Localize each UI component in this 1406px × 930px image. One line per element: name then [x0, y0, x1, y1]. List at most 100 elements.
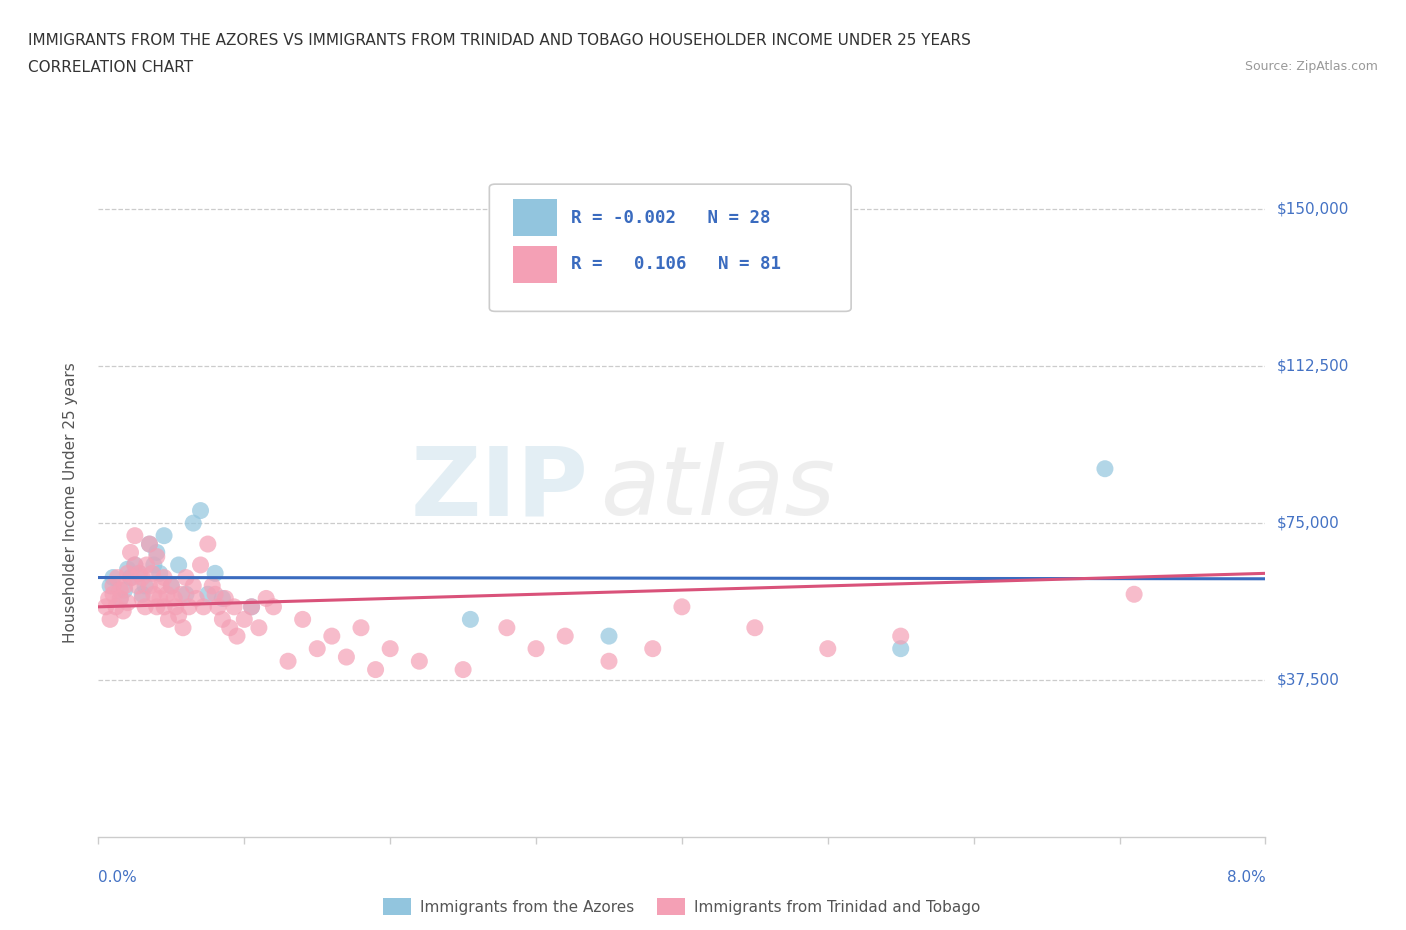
Point	[890, 629, 912, 644]
Point	[110, 582, 132, 598]
Point	[134, 578, 156, 593]
Point	[160, 578, 183, 593]
Point	[153, 600, 176, 615]
Text: $112,500: $112,500	[1277, 359, 1350, 374]
Point	[598, 629, 620, 644]
Point	[214, 591, 236, 606]
Point	[105, 570, 128, 585]
Text: R = -0.002   N = 28: R = -0.002 N = 28	[571, 208, 770, 227]
Point	[167, 608, 190, 623]
Point	[408, 654, 430, 669]
Point	[127, 578, 149, 593]
Point	[262, 600, 284, 615]
Point	[117, 565, 139, 580]
Point	[201, 578, 224, 593]
Point	[97, 591, 120, 606]
Point	[124, 528, 146, 543]
Point	[138, 537, 160, 551]
Point	[291, 612, 314, 627]
Point	[226, 629, 249, 644]
Point	[190, 558, 212, 573]
Point	[321, 629, 343, 644]
Point	[153, 570, 176, 585]
Point	[117, 595, 139, 610]
Point	[135, 558, 157, 573]
Text: $75,000: $75,000	[1277, 515, 1340, 531]
Point	[110, 591, 132, 606]
Point	[138, 578, 160, 593]
Point	[193, 600, 215, 615]
Point	[98, 612, 121, 627]
Point	[817, 642, 839, 657]
Point	[598, 654, 620, 669]
Point	[218, 620, 240, 635]
Point	[134, 600, 156, 615]
Point	[121, 570, 143, 585]
Point	[131, 591, 153, 606]
FancyBboxPatch shape	[513, 246, 557, 283]
Point	[233, 612, 256, 627]
Point	[641, 642, 664, 657]
Text: atlas: atlas	[600, 443, 835, 536]
Point	[174, 570, 197, 585]
Point	[128, 565, 150, 580]
Point	[277, 654, 299, 669]
Point	[153, 528, 176, 543]
Point	[197, 587, 219, 602]
Point	[524, 642, 547, 657]
Point	[890, 642, 912, 657]
Point	[207, 600, 229, 615]
Text: ZIP: ZIP	[411, 443, 589, 536]
Text: CORRELATION CHART: CORRELATION CHART	[28, 60, 193, 75]
Point	[240, 600, 263, 615]
Point	[204, 565, 226, 580]
Point	[307, 642, 329, 657]
Point	[495, 620, 517, 635]
Text: 8.0%: 8.0%	[1226, 870, 1265, 885]
Point	[554, 629, 576, 644]
Point	[149, 591, 172, 606]
Point	[101, 587, 124, 602]
Point	[117, 562, 139, 577]
Point	[197, 537, 219, 551]
Point	[131, 587, 153, 602]
Point	[124, 558, 146, 573]
Point	[170, 587, 193, 602]
Point	[247, 620, 270, 635]
Y-axis label: Householder Income Under 25 years: Householder Income Under 25 years	[63, 362, 77, 643]
Point	[1123, 587, 1146, 602]
Point	[350, 620, 373, 635]
Point	[1094, 461, 1116, 476]
Point	[101, 578, 124, 593]
Point	[364, 662, 387, 677]
Point	[240, 600, 263, 615]
Point	[335, 649, 357, 664]
Point	[211, 612, 233, 627]
Point	[94, 600, 117, 615]
Point	[98, 578, 121, 593]
FancyBboxPatch shape	[489, 184, 851, 312]
Legend: Immigrants from the Azores, Immigrants from Trinidad and Tobago: Immigrants from the Azores, Immigrants f…	[377, 892, 987, 922]
Point	[141, 565, 163, 580]
Point	[128, 565, 150, 580]
Point	[204, 587, 226, 602]
Text: Source: ZipAtlas.com: Source: ZipAtlas.com	[1244, 60, 1378, 73]
Point	[112, 604, 135, 618]
Point	[174, 587, 197, 602]
Point	[114, 582, 136, 598]
Point	[110, 591, 132, 606]
Point	[190, 503, 212, 518]
Point	[146, 600, 169, 615]
Text: IMMIGRANTS FROM THE AZORES VS IMMIGRANTS FROM TRINIDAD AND TOBAGO HOUSEHOLDER IN: IMMIGRANTS FROM THE AZORES VS IMMIGRANTS…	[28, 33, 972, 47]
Point	[451, 662, 474, 677]
Text: $150,000: $150,000	[1277, 202, 1350, 217]
Point	[167, 558, 190, 573]
Point	[124, 558, 146, 573]
Point	[138, 537, 160, 551]
Point	[150, 578, 173, 593]
Text: R =   0.106   N = 81: R = 0.106 N = 81	[571, 256, 782, 273]
Point	[131, 570, 153, 585]
Point	[172, 620, 194, 635]
Point	[165, 600, 187, 615]
Point	[177, 600, 200, 615]
